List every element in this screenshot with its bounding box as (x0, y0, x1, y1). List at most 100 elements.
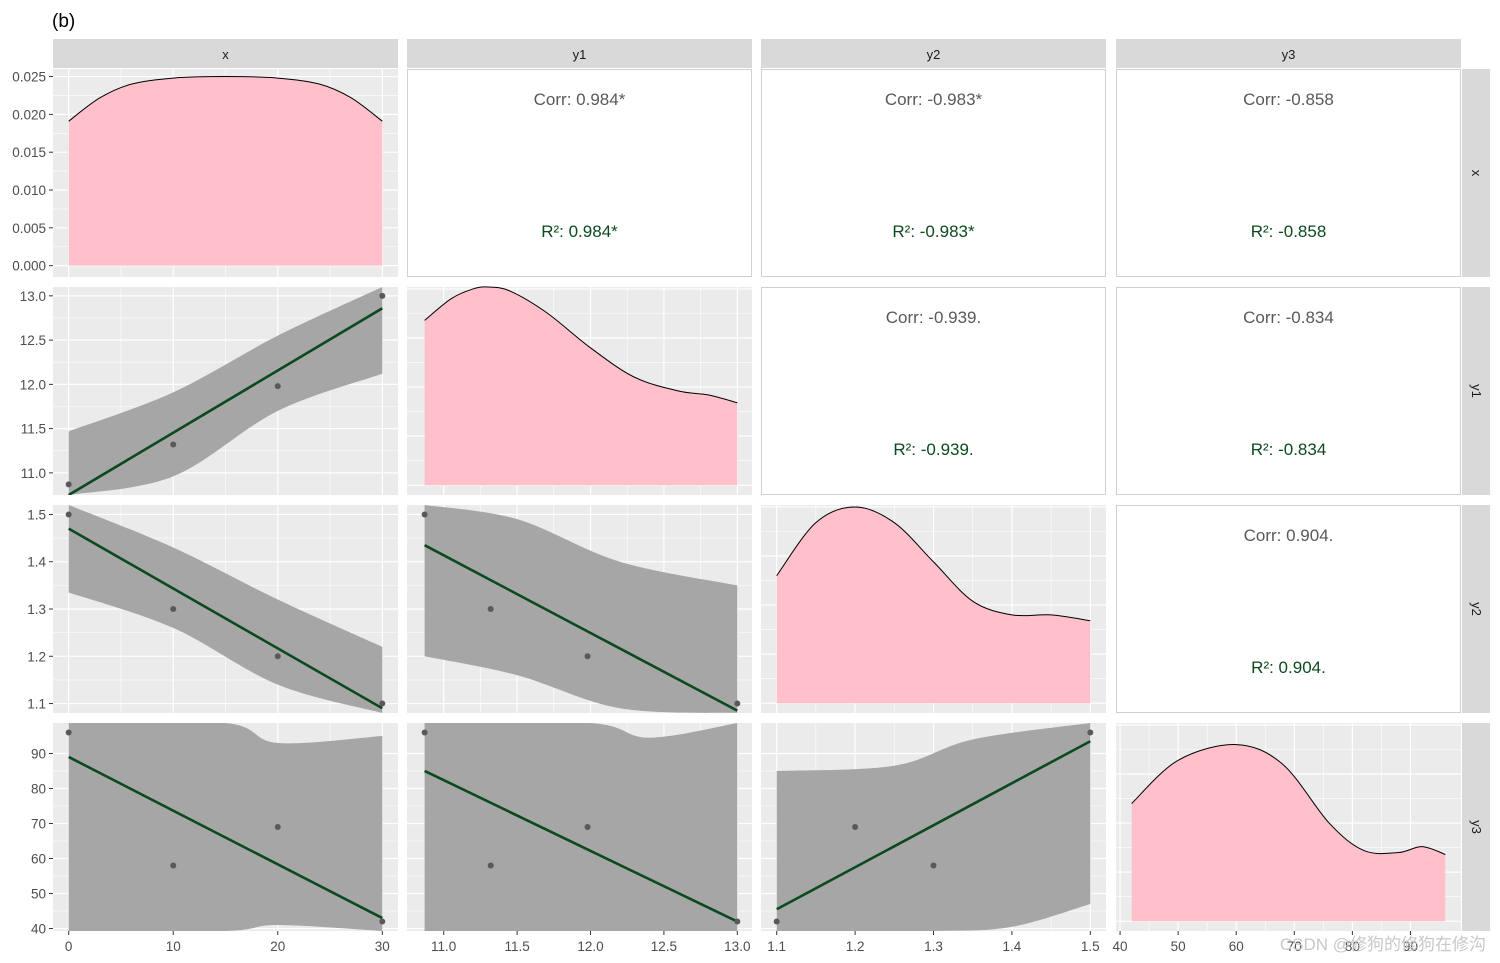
y-tick-label-y3: 40 (31, 922, 46, 937)
data-point (65, 511, 72, 518)
confidence-band-y2-vs-x (68, 505, 383, 713)
density-area-y3 (1131, 744, 1446, 922)
confidence-band-y3-vs-y2 (776, 723, 1091, 931)
column-strip-label-y1: y1 (573, 47, 587, 62)
x-tick-label-y3: 60 (1229, 939, 1244, 954)
y-tick-label-y2: 1.2 (27, 649, 46, 664)
column-strip-y1 (407, 39, 752, 68)
y-tick-label-x: 0.010 (12, 183, 46, 198)
row-strip-label-y3: y3 (1469, 820, 1484, 834)
data-point (584, 824, 591, 830)
column-strip-x (53, 39, 398, 68)
x-tick-label-x: 30 (375, 939, 390, 954)
fit-line-y3-vs-y1 (424, 769, 738, 923)
y-tick-label-y1: 13.0 (20, 289, 46, 304)
data-point (379, 700, 386, 707)
y-tick-label-y1: 12.5 (20, 333, 46, 348)
data-point (274, 653, 281, 660)
data-point (773, 918, 780, 925)
corr-value-y1-y2: Corr: -0.939. (886, 308, 981, 327)
data-point (65, 481, 72, 488)
data-point (274, 824, 281, 830)
data-point (170, 441, 177, 448)
column-strip-y2 (761, 39, 1106, 68)
confidence-band-y2-vs-y1 (424, 505, 738, 713)
y-tick-label-x: 0.015 (12, 145, 46, 160)
x-tick-label-y1: 12.0 (577, 939, 603, 954)
x-tick-label-y3: 90 (1403, 939, 1418, 954)
density-curve-x (68, 76, 383, 122)
corr-panel-x-y1 (407, 69, 752, 277)
data-point (930, 862, 937, 869)
x-tick-label-y2: 1.3 (924, 939, 943, 954)
y-tick-label-y1: 11.0 (21, 466, 46, 481)
data-point (1087, 729, 1094, 736)
y-tick-label-x: 0.025 (12, 70, 46, 85)
y-tick-label-y2: 1.5 (27, 507, 46, 522)
confidence-band-y1-vs-x (68, 287, 383, 495)
x-tick-label-y3: 50 (1171, 939, 1186, 954)
data-point (274, 383, 281, 390)
data-point (65, 729, 72, 736)
x-tick-label-y2: 1.5 (1081, 939, 1100, 954)
data-point (170, 862, 177, 869)
y-tick-label-x: 0.020 (12, 107, 46, 122)
column-strip-y3 (1116, 39, 1461, 68)
x-tick-label-y1: 11.5 (504, 939, 529, 954)
y-tick-label-y3: 60 (31, 852, 46, 867)
r2-value-y1-y2: R²: -0.939. (893, 440, 973, 459)
row-strip-y2 (1462, 505, 1490, 713)
y-tick-label-y3: 80 (31, 781, 46, 796)
x-tick-label-y3: 80 (1345, 939, 1360, 954)
density-area-x (68, 76, 383, 266)
y-tick-label-x: 0.005 (12, 221, 46, 236)
x-tick-label-y3: 40 (1113, 939, 1128, 954)
x-tick-label-y1: 11.0 (431, 939, 456, 954)
r2-value-x-y1: R²: 0.984* (541, 222, 618, 241)
corr-panel-y1-y3 (1116, 287, 1461, 495)
data-point (734, 700, 741, 707)
column-strip-label-y3: y3 (1282, 47, 1296, 62)
y-tick-label-x: 0.000 (12, 259, 46, 274)
fit-line-y1-vs-x (68, 307, 383, 495)
density-area-y2 (776, 506, 1091, 704)
row-strip-y3 (1462, 723, 1490, 931)
y-tick-label-y3: 90 (31, 746, 46, 761)
data-point (170, 606, 177, 612)
corr-panel-x-y3 (1116, 69, 1461, 277)
confidence-band-y3-vs-y1 (424, 723, 738, 931)
fit-line-y2-vs-y1 (424, 544, 738, 712)
x-tick-label-x: 0 (65, 939, 73, 954)
r2-value-x-y2: R²: -0.983* (892, 222, 975, 241)
row-strip-x (1462, 69, 1490, 277)
data-point (421, 511, 428, 518)
row-strip-label-y1: y1 (1469, 384, 1484, 398)
y-tick-label-y1: 12.0 (20, 377, 46, 392)
density-area-y1 (424, 286, 738, 486)
data-point (487, 862, 494, 869)
corr-panel-x-y2 (761, 69, 1106, 277)
x-tick-label-y2: 1.1 (767, 939, 786, 954)
corr-value-y2-y3: Corr: 0.904. (1244, 526, 1334, 545)
r2-value-y1-y3: R²: -0.834 (1251, 440, 1327, 459)
data-point (379, 292, 386, 299)
data-point (734, 918, 741, 925)
fit-line-y2-vs-x (68, 527, 383, 710)
corr-panel-y1-y2 (761, 287, 1106, 495)
y-tick-label-y3: 50 (31, 887, 46, 902)
corr-panel-y2-y3 (1116, 505, 1461, 713)
x-tick-label-y1: 12.5 (651, 939, 677, 954)
data-point (379, 918, 386, 925)
corr-value-x-y2: Corr: -0.983* (885, 90, 983, 109)
density-curve-y2 (776, 506, 1091, 622)
panel-label: (b) (52, 11, 75, 32)
x-tick-label-y1: 13.0 (724, 939, 750, 954)
data-point (852, 824, 859, 830)
column-strip-label-x: x (222, 47, 229, 62)
x-tick-label-y2: 1.2 (846, 939, 865, 954)
density-curve-y1 (424, 286, 738, 404)
y-tick-label-y2: 1.1 (27, 697, 46, 712)
x-tick-label-y2: 1.4 (1003, 939, 1022, 954)
x-tick-label-y3: 70 (1287, 939, 1302, 954)
